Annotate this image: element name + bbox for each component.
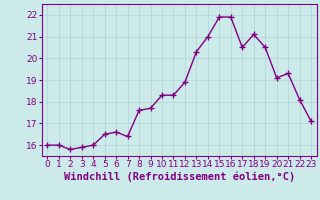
X-axis label: Windchill (Refroidissement éolien,°C): Windchill (Refroidissement éolien,°C): [64, 172, 295, 182]
